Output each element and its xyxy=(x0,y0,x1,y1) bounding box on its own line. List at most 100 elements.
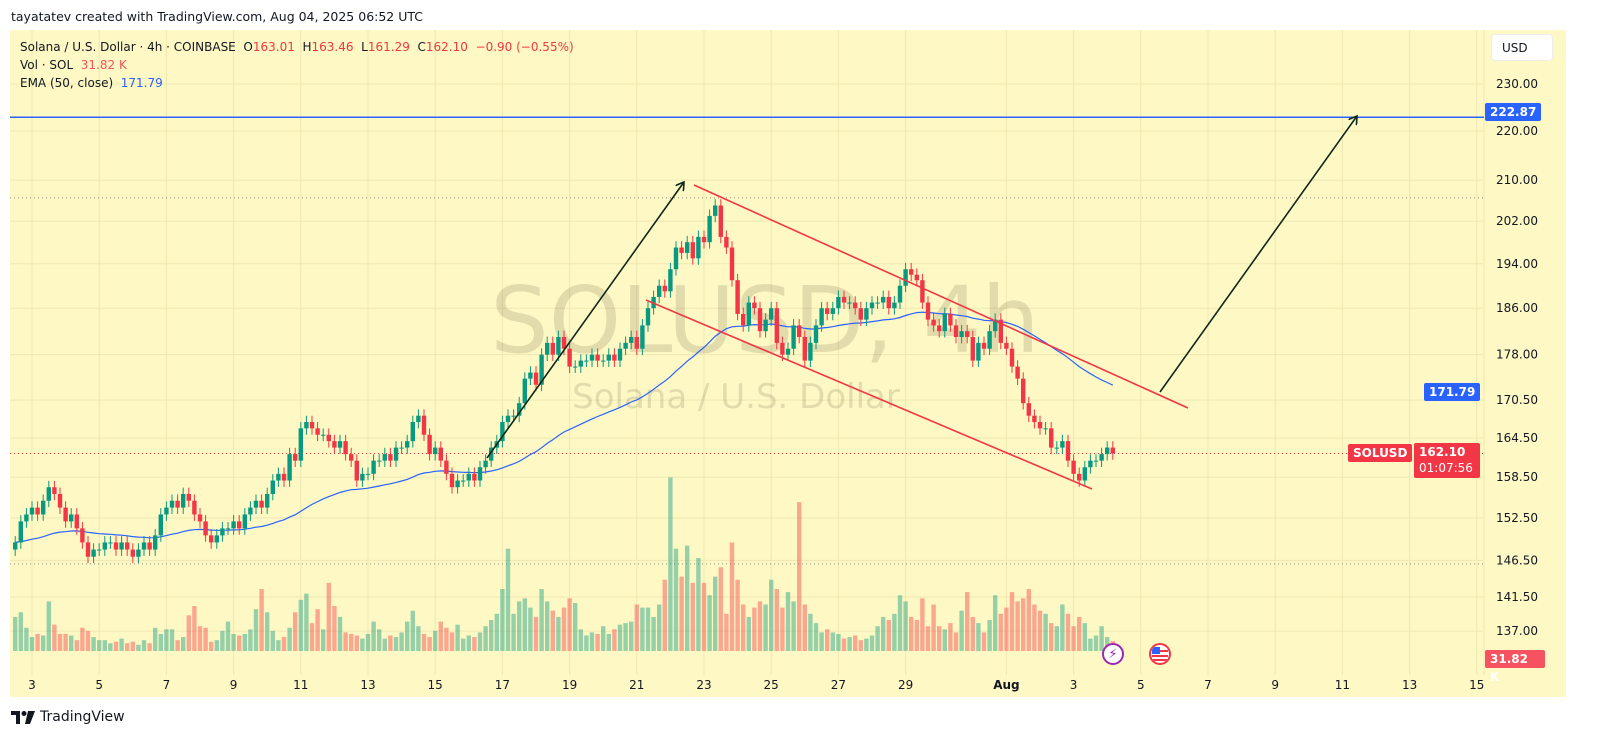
open-label: O xyxy=(243,40,253,54)
us-flag-icon[interactable] xyxy=(1149,643,1171,665)
candle-body xyxy=(197,514,203,522)
candle xyxy=(881,290,886,309)
candle xyxy=(197,508,203,528)
candle-body xyxy=(153,535,158,550)
volume-bar xyxy=(52,624,57,651)
volume-bar xyxy=(410,610,415,651)
candle-body xyxy=(52,487,57,494)
candle-body xyxy=(556,336,561,355)
candle xyxy=(757,301,763,338)
volume-bar xyxy=(477,632,483,651)
candle xyxy=(349,447,354,468)
candle xyxy=(953,319,959,344)
ema-row: EMA (50, close) 171.79 xyxy=(20,74,574,92)
candle-body xyxy=(455,480,460,488)
candle-body xyxy=(427,434,432,455)
projection-arrow xyxy=(1159,116,1357,393)
candle xyxy=(337,434,343,454)
candle-body xyxy=(976,342,981,361)
candle-body xyxy=(130,549,135,557)
volume-bar xyxy=(1015,601,1020,651)
candle xyxy=(203,515,208,542)
volume-bar xyxy=(309,623,315,651)
ema-label[interactable]: EMA (50, close) xyxy=(20,76,114,90)
candle-body xyxy=(1032,415,1037,423)
volume-bar xyxy=(231,633,236,651)
volume-label[interactable]: Vol · SOL xyxy=(20,58,74,72)
high-label: H xyxy=(302,40,312,54)
candle xyxy=(113,536,119,556)
candle xyxy=(724,230,729,254)
candle xyxy=(405,434,410,454)
candle-body xyxy=(349,454,354,461)
volume-bar xyxy=(617,624,623,651)
candle-body xyxy=(578,360,583,367)
candle xyxy=(472,467,477,487)
volume-bar xyxy=(589,632,595,651)
last-price-tag: 162.10 01:07:56 xyxy=(1414,443,1480,478)
candle-body xyxy=(819,308,824,326)
candle xyxy=(976,336,981,367)
candle xyxy=(735,273,740,321)
candle-body xyxy=(125,542,130,550)
candle-body xyxy=(741,313,746,326)
volume-bar xyxy=(315,609,320,651)
candle xyxy=(819,301,824,332)
x-tick-label: 7 xyxy=(1204,678,1212,692)
tradingview-logo[interactable]: TradingView xyxy=(11,709,125,725)
candle xyxy=(52,480,57,501)
volume-bar xyxy=(679,576,684,651)
x-tick-label: 5 xyxy=(95,678,103,692)
volume-bar xyxy=(875,626,880,651)
candle-body xyxy=(679,247,684,253)
candle xyxy=(91,543,96,564)
candle xyxy=(74,508,79,535)
price-chart[interactable]: 230.00 220.00 210.00 202.00 194.00 186.00 178.… xyxy=(10,30,1566,697)
volume-bar xyxy=(1026,589,1031,651)
candle xyxy=(522,372,527,410)
x-tick-label: 11 xyxy=(293,678,308,692)
candle xyxy=(780,336,785,362)
currency-button[interactable]: USD xyxy=(1491,34,1553,61)
candle-body xyxy=(640,325,645,349)
volume-value: 31.82 K xyxy=(80,58,127,72)
candle-body xyxy=(41,500,46,515)
candle-body xyxy=(444,460,449,474)
candle-body xyxy=(1060,441,1065,448)
candle-body xyxy=(1088,460,1093,468)
volume-bar xyxy=(802,604,807,651)
y-tick-label: 164.50 xyxy=(1496,431,1538,445)
close-value: 162.10 xyxy=(425,40,468,54)
candle-body xyxy=(220,528,225,536)
candle xyxy=(410,415,415,448)
candle-body xyxy=(287,454,292,481)
candle xyxy=(612,348,617,367)
volume-bar xyxy=(533,616,539,651)
candle xyxy=(489,441,494,468)
candle xyxy=(679,241,684,260)
candle-body xyxy=(645,308,651,326)
candle xyxy=(864,301,869,326)
candle xyxy=(847,296,852,309)
candle-body xyxy=(365,473,371,475)
volume-bar xyxy=(253,609,259,651)
candle xyxy=(164,501,169,521)
candle-body xyxy=(421,415,427,435)
volume-bar xyxy=(371,621,376,651)
candle-body xyxy=(937,325,942,332)
candles xyxy=(13,199,1115,564)
lightning-icon[interactable]: ⚡ xyxy=(1102,643,1124,665)
chart-panel[interactable]: 230.00 220.00 210.00 202.00 194.00 186.00 178.… xyxy=(10,30,1566,697)
candle xyxy=(209,529,214,549)
volume-row: Vol · SOL 31.82 K xyxy=(20,56,574,74)
volume-bar xyxy=(707,595,712,651)
candle xyxy=(444,454,449,481)
volume-bar xyxy=(46,601,51,651)
volume-bar xyxy=(141,640,147,651)
candle xyxy=(668,262,673,298)
candle xyxy=(147,536,152,556)
volume-bar xyxy=(713,576,718,651)
symbol-label[interactable]: Solana / U.S. Dollar · 4h · COINBASE xyxy=(20,40,236,54)
volume-bar xyxy=(438,621,443,651)
candle-body xyxy=(158,514,163,536)
